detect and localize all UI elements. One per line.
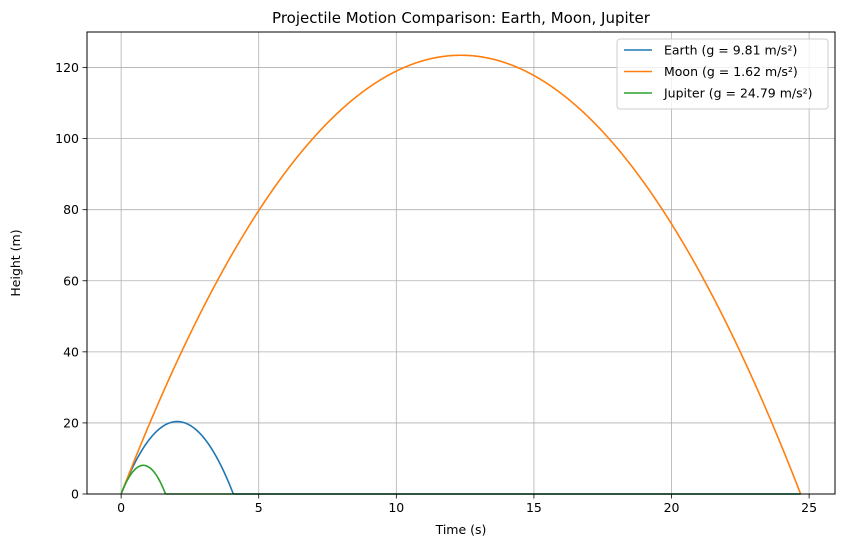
series-line-1 — [120, 54, 802, 495]
y-tick-label: 100 — [55, 131, 79, 146]
series-lines — [120, 54, 802, 495]
legend-entry: Moon (g = 1.62 m/s²) — [664, 64, 798, 79]
y-tick-label: 0 — [71, 487, 79, 502]
chart-title: Projectile Motion Comparison: Earth, Moo… — [272, 9, 651, 27]
y-tick-label: 80 — [63, 202, 79, 217]
y-tick-label: 60 — [63, 273, 79, 288]
legend-entry: Jupiter (g = 24.79 m/s²) — [663, 86, 813, 101]
x-tick-label: 0 — [117, 500, 125, 515]
x-tick-label: 5 — [255, 500, 263, 515]
y-tick-label: 40 — [63, 344, 79, 359]
x-axis-label: Time (s) — [435, 522, 487, 537]
y-tick-label: 120 — [55, 60, 79, 75]
legend: Earth (g = 9.81 m/s²) Moon (g = 1.62 m/s²… — [616, 38, 829, 110]
x-tick-label: 15 — [526, 500, 542, 515]
legend-box — [616, 38, 829, 110]
series-line-0 — [120, 420, 801, 495]
x-tick-label: 25 — [801, 500, 817, 515]
y-axis-label: Height (m) — [8, 229, 23, 296]
plot-frame — [86, 31, 836, 495]
axis-ticks: 0 5 10 15 20 25 0 20 40 60 80 100 120 — [55, 60, 817, 515]
y-tick-label: 20 — [63, 415, 79, 430]
x-tick-label: 10 — [388, 500, 404, 515]
x-tick-label: 20 — [664, 500, 680, 515]
legend-entry: Earth (g = 9.81 m/s²) — [664, 43, 797, 58]
